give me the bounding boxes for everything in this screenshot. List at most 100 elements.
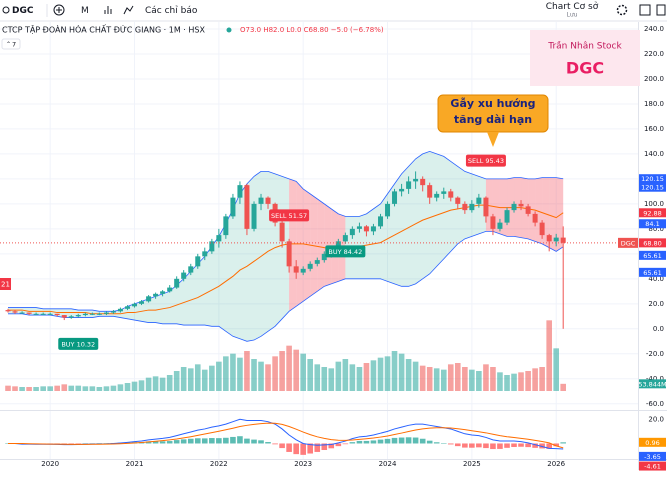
volume-bar: [328, 368, 335, 391]
y-tick-label: 180.0: [644, 100, 664, 108]
band-fill: [211, 236, 219, 327]
candle-body: [12, 311, 18, 313]
settings-icon[interactable]: [616, 4, 628, 16]
macd-hist-bar: [447, 443, 454, 445]
volume-bar: [89, 386, 96, 391]
x-tick-label: 2026: [547, 460, 565, 468]
watermark-symbol: DGC: [566, 59, 604, 78]
volume-bar: [54, 385, 60, 391]
candle-body: [216, 235, 222, 242]
signal-label: BUY 10.32: [61, 340, 95, 348]
volume-bar: [356, 367, 363, 391]
axis-value-box: [639, 238, 666, 248]
search-icon[interactable]: [2, 6, 10, 14]
macd-hist-bar: [539, 443, 545, 449]
candle-body: [553, 237, 559, 242]
volume-bar: [110, 385, 117, 391]
toolbar-ticker[interactable]: DGC: [12, 6, 34, 16]
band-fill: [422, 151, 430, 279]
signal-box: [269, 209, 310, 222]
macd-hist-bar: [504, 443, 510, 448]
y-tick-label: -20.0: [646, 350, 664, 358]
volume-bar: [5, 385, 11, 391]
macd-tick-label: 20.0: [648, 415, 664, 423]
x-tick-label: 2023: [294, 460, 312, 468]
y-tick-label: 40.0: [648, 275, 664, 283]
macd-hist-bar: [469, 443, 475, 448]
macd-hist-bar: [426, 440, 433, 444]
candle-body: [399, 188, 405, 192]
volume-bar: [293, 349, 299, 391]
candle-body: [153, 293, 159, 297]
volume-bar: [546, 320, 552, 391]
candle-body: [321, 253, 327, 261]
macd-hist-bar: [454, 443, 461, 447]
macd-hist-bar: [433, 442, 440, 444]
interval[interactable]: M: [81, 6, 89, 16]
y-tick-label: 80.0: [648, 225, 664, 233]
indicators-button[interactable]: Các chỉ báo: [145, 5, 198, 16]
candle-body: [89, 313, 95, 315]
volume-bar: [454, 363, 461, 391]
macd-hist-bar: [532, 443, 538, 448]
axis-value-label: 120.15: [641, 184, 664, 192]
x-tick-label: 2021: [126, 460, 144, 468]
candle-body: [455, 197, 461, 204]
candle-body: [286, 241, 292, 267]
volume-bar: [405, 359, 412, 391]
candle-body: [160, 291, 166, 294]
candle-body: [68, 316, 74, 318]
band-fill: [155, 293, 163, 324]
add-symbol[interactable]: [53, 4, 65, 16]
candle-body: [33, 313, 39, 315]
band-fill: [457, 166, 465, 244]
macd-hist-bar: [300, 443, 306, 455]
band-lower: [8, 230, 564, 342]
macd-hist-bar: [68, 443, 75, 444]
axis-value-label: -4.61: [644, 463, 661, 471]
axis-value-label: 65.61: [643, 252, 662, 260]
chart-type-icon[interactable]: [104, 6, 112, 14]
volume-bar: [82, 386, 89, 391]
macd-hist-bar: [511, 443, 517, 447]
ticker-box: [618, 237, 638, 248]
volume-bar: [440, 369, 447, 391]
macd-hist-bar: [152, 441, 159, 444]
candle-body: [370, 226, 376, 232]
candle-body: [525, 206, 531, 214]
macd-hist-bar: [398, 437, 405, 444]
macd-hist-bar: [293, 443, 299, 455]
signal-label: SELL 95.43: [468, 157, 504, 165]
snapshot-icon[interactable]: [656, 4, 666, 16]
y-tick-label: 140.0: [644, 150, 664, 158]
ticker-label: DGC: [621, 239, 636, 247]
band-fill: [43, 308, 51, 316]
indicator-icon[interactable]: [123, 5, 134, 15]
volume-bar: [426, 367, 433, 391]
band-fill: [464, 171, 472, 239]
macd-hist-bar: [272, 443, 278, 445]
volume-bar: [131, 381, 138, 391]
save-button[interactable]: Lưu: [567, 12, 578, 19]
volume-bar: [152, 376, 159, 391]
volume-bar: [279, 351, 285, 391]
volume-bar: [251, 359, 257, 391]
band-fill: [436, 153, 444, 267]
macd-hist-bar: [82, 443, 89, 444]
layout-name[interactable]: Chart Cơ sở: [546, 1, 599, 12]
y-tick-label: 20.0: [648, 300, 664, 308]
volume-bar: [26, 387, 32, 391]
band-fill: [176, 278, 184, 326]
callout-arrow: [487, 132, 499, 147]
macd-hist-bar: [405, 437, 412, 444]
y-tick-label: 200.0: [644, 75, 664, 83]
volume-bar: [391, 351, 398, 391]
collapse-button[interactable]: [1, 38, 21, 50]
macd-hist-bar: [412, 437, 419, 444]
candle-body: [110, 311, 116, 313]
macd-hist-bar: [321, 443, 328, 451]
fullscreen-icon[interactable]: [639, 4, 651, 16]
watermark-author: Trần Nhân Stock: [547, 41, 622, 52]
volume-bar: [539, 367, 545, 391]
